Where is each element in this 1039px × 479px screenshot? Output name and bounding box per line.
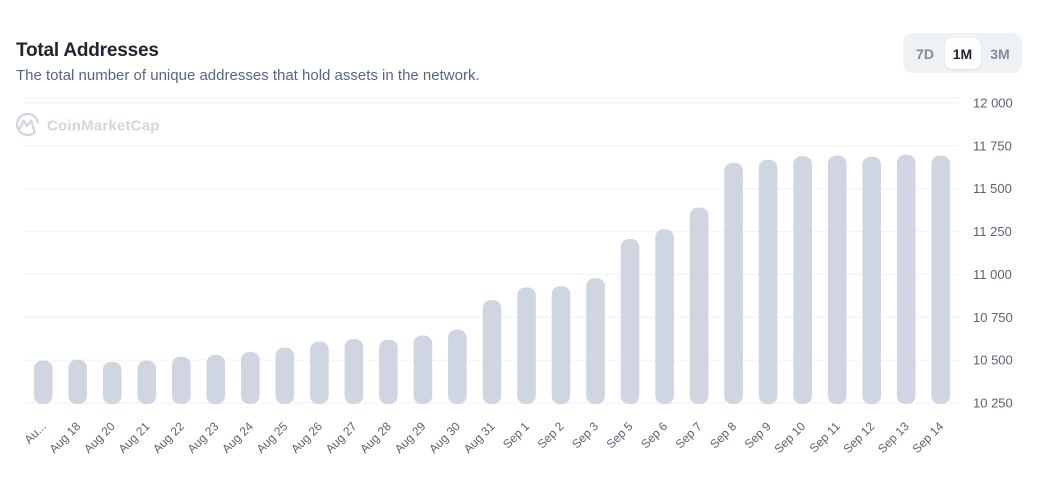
svg-text:Sep 12: Sep 12 [841,419,878,456]
svg-text:11 250: 11 250 [973,224,1012,239]
svg-text:Aug 23: Aug 23 [185,419,222,456]
svg-text:Sep 5: Sep 5 [604,419,636,451]
svg-text:Sep 13: Sep 13 [875,419,912,456]
svg-text:CoinMarketCap: CoinMarketCap [47,118,160,135]
svg-text:Aug 28: Aug 28 [357,419,394,456]
svg-text:Aug 24: Aug 24 [219,419,256,456]
svg-text:Sep 8: Sep 8 [707,419,739,451]
svg-text:Aug 27: Aug 27 [323,419,360,456]
svg-text:Sep 7: Sep 7 [673,419,705,451]
svg-text:Aug 18: Aug 18 [47,419,84,456]
svg-text:Sep 10: Sep 10 [771,419,808,456]
svg-text:Au...: Au... [21,419,48,446]
svg-text:Aug 25: Aug 25 [254,419,291,456]
svg-text:11 000: 11 000 [973,267,1012,282]
svg-text:10 250: 10 250 [973,396,1013,411]
svg-text:Aug 20: Aug 20 [81,419,118,456]
svg-text:Aug 31: Aug 31 [461,419,498,456]
svg-text:Sep 2: Sep 2 [535,419,567,451]
svg-text:Sep 14: Sep 14 [910,419,947,456]
svg-text:10 500: 10 500 [973,353,1013,368]
svg-text:Aug 21: Aug 21 [116,419,153,456]
svg-text:10 750: 10 750 [973,310,1013,325]
svg-text:Aug 26: Aug 26 [288,419,325,456]
svg-text:11 750: 11 750 [973,138,1012,153]
svg-text:Sep 6: Sep 6 [638,419,670,451]
svg-text:Aug 22: Aug 22 [150,419,187,456]
svg-text:11 500: 11 500 [973,181,1012,196]
svg-text:Aug 30: Aug 30 [426,419,463,456]
svg-text:Sep 11: Sep 11 [807,419,843,455]
svg-text:Sep 9: Sep 9 [742,419,774,451]
svg-text:Sep 3: Sep 3 [569,419,601,451]
svg-text:Sep 1: Sep 1 [500,419,532,451]
svg-text:12 000: 12 000 [973,96,1013,111]
svg-text:Aug 29: Aug 29 [392,419,429,456]
